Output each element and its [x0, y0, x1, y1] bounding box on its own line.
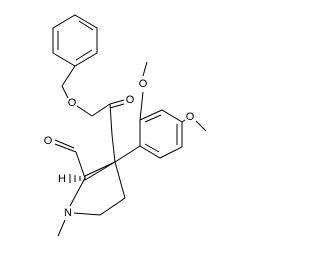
bond [109, 99, 125, 105]
bond [109, 103, 125, 109]
benzene-ring [52, 14, 98, 67]
bond [111, 134, 116, 163]
atom-label: O [44, 135, 53, 147]
bond [61, 85, 69, 99]
hash-bond [69, 174, 81, 183]
bond [54, 139, 75, 149]
bond [57, 219, 66, 237]
bond [181, 119, 186, 123]
atom-label: O [126, 94, 135, 106]
bond [144, 143, 160, 153]
bond [69, 177, 86, 207]
bond [91, 103, 111, 117]
atom-label: N [64, 207, 72, 219]
bond [114, 145, 141, 163]
bond [144, 114, 162, 123]
bond [109, 103, 113, 136]
wedge-bond [84, 161, 116, 181]
bond [195, 120, 207, 132]
bond [75, 49, 93, 61]
bond [76, 105, 93, 117]
bond [139, 91, 144, 121]
atom-label: O [139, 78, 148, 90]
bond [78, 20, 94, 31]
atom-label: H [58, 173, 66, 185]
bond [142, 61, 148, 77]
bond [61, 65, 76, 87]
bonds [52, 14, 207, 237]
ring-bonds [73, 161, 126, 216]
bond [75, 151, 86, 179]
bond [54, 143, 77, 153]
aryl-ring [139, 109, 183, 159]
structure: O O O O O H N [44, 14, 207, 237]
atom-label: O [68, 97, 77, 109]
atom-label: O [186, 111, 195, 123]
